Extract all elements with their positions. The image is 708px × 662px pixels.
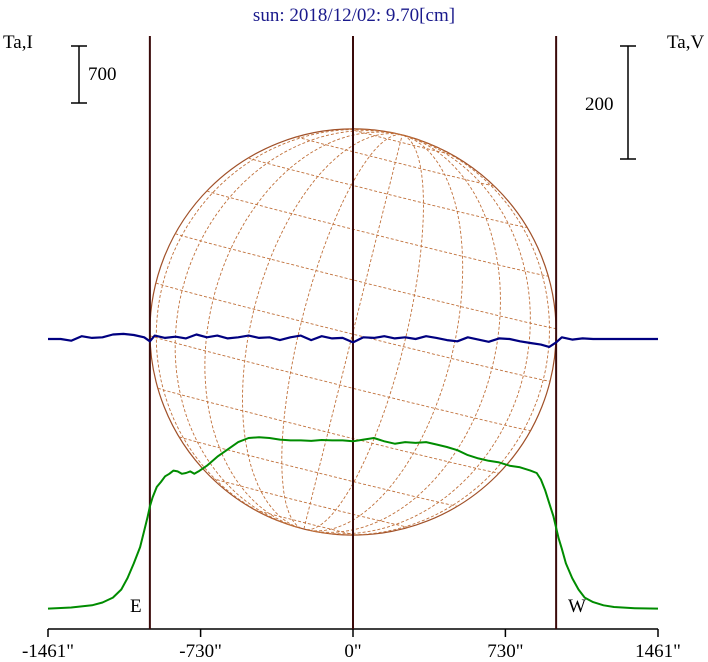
parallel-line <box>296 136 495 187</box>
meridian-line <box>242 133 403 529</box>
intensity-series-line <box>47 436 659 610</box>
right-scale-bar-label: 200 <box>585 94 614 115</box>
meridian-line <box>313 134 550 536</box>
x-tick-label: -730" <box>179 641 222 662</box>
parallel-line <box>206 190 549 277</box>
meridian-line <box>309 134 464 532</box>
parallel-line <box>155 282 551 382</box>
meridian-line <box>174 130 403 528</box>
parallel-line <box>178 436 458 507</box>
parallel-line <box>149 335 531 431</box>
x-tick-label: -1461" <box>22 641 74 662</box>
x-tick-label: 0" <box>344 641 361 662</box>
series-layer <box>47 332 659 610</box>
x-ticks: -1461" -730" 0" 730" 1461" <box>22 629 681 662</box>
left-axis-label: Ta,I <box>3 32 33 53</box>
meridian-line <box>306 134 424 531</box>
polarization-series-line <box>48 332 658 348</box>
limb-and-center-lines <box>148 36 558 629</box>
parallel-line <box>349 128 452 155</box>
solar-disk <box>149 128 557 536</box>
meridian-line <box>155 129 403 527</box>
right-axis-label: Ta,V <box>667 32 704 53</box>
parallel-line <box>211 477 409 528</box>
west-limb-label: W <box>568 596 586 617</box>
x-tick-label: 730" <box>487 641 523 662</box>
parallel-line <box>157 387 499 474</box>
meridian-line <box>312 134 531 535</box>
right-scale-bar <box>620 45 636 160</box>
x-tick-label: 1461" <box>635 641 681 662</box>
left-scale-bar-label: 700 <box>88 64 117 85</box>
left-scale-bar <box>71 45 87 104</box>
parallel-line <box>254 509 357 536</box>
meridian-line <box>204 131 403 528</box>
meridian-line <box>311 134 501 533</box>
east-limb-label: E <box>130 596 142 617</box>
chart-title: sun: 2018/12/02: 9.70[cm] <box>253 5 455 26</box>
meridian-line <box>281 134 403 529</box>
parallel-line <box>175 233 557 329</box>
